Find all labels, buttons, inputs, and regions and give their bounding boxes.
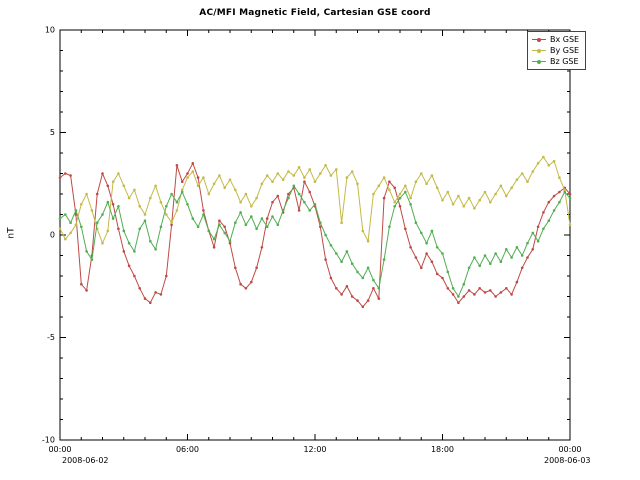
legend-swatch-by-icon [532, 48, 546, 53]
legend-label-by: By GSE [550, 46, 580, 55]
legend: Bx GSE By GSE Bz GSE [527, 31, 587, 70]
x-tick-label: 00:00 [48, 445, 71, 454]
x-axis-date-end: 2008-06-03 [544, 456, 591, 465]
x-axis-date-start: 2008-06-02 [62, 456, 109, 465]
chart-title: AC/MFI Magnetic Field, Cartesian GSE coo… [199, 8, 431, 18]
legend-label-bx: Bx GSE [550, 35, 580, 44]
series-bz-gse [58, 184, 572, 298]
series-by-gse [58, 155, 572, 245]
x-tick-label: 00:00 [558, 445, 581, 454]
legend-swatch-bz-icon [532, 59, 546, 64]
x-tick-label: 18:00 [431, 445, 454, 454]
x-tick-label: 12:00 [303, 445, 326, 454]
series-bx-gse [58, 162, 572, 309]
y-tick-label: -5 [47, 333, 55, 342]
legend-swatch-bx-icon [532, 37, 546, 42]
legend-item-bx: Bx GSE [532, 35, 579, 44]
y-tick-label: -10 [42, 436, 55, 445]
legend-label-bz: Bz GSE [550, 57, 579, 66]
legend-item-bz: Bz GSE [532, 57, 579, 66]
x-tick-label: 06:00 [176, 445, 199, 454]
y-tick-label: 5 [50, 128, 55, 137]
legend-item-by: By GSE [532, 46, 579, 55]
y-tick-label: 0 [50, 231, 55, 240]
axes [59, 29, 571, 441]
y-tick-label: 10 [45, 26, 55, 35]
